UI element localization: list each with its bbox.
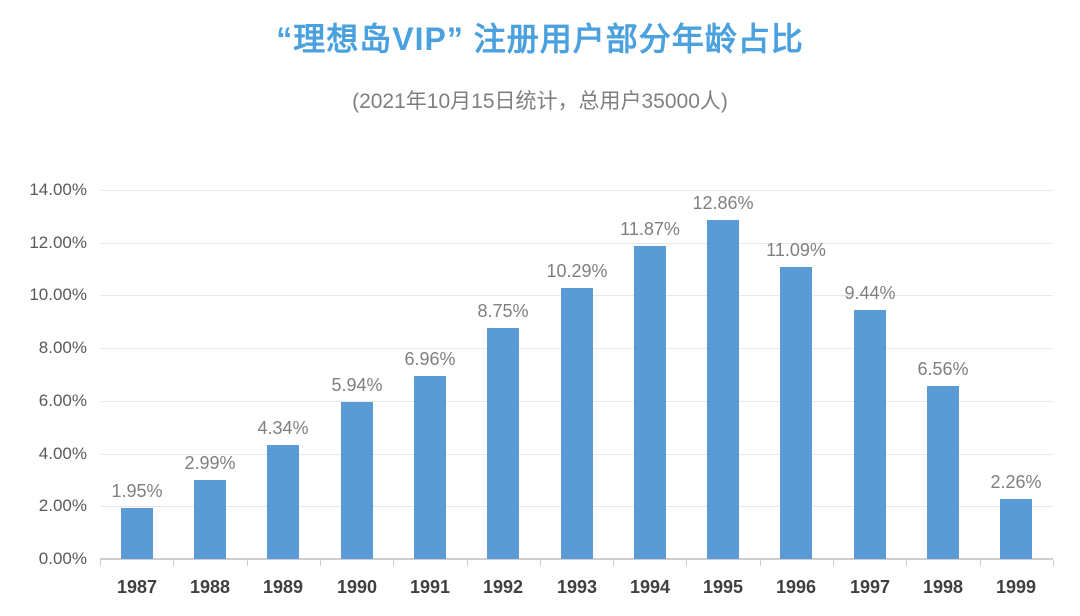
bar-value-label: 10.29% <box>546 261 608 281</box>
x-axis-category-label: 1988 <box>189 577 231 597</box>
y-axis-tick-label: 2.00% <box>38 496 87 515</box>
bar-value-label: 11.87% <box>620 219 680 239</box>
bar-1997 <box>854 310 886 559</box>
bar-1995 <box>707 220 739 559</box>
gridline <box>100 190 1053 191</box>
bar-1994 <box>634 246 666 559</box>
x-axis-tick <box>320 560 321 566</box>
x-axis-tick <box>686 560 687 566</box>
bar-value-label: 9.44% <box>844 283 896 303</box>
x-axis-category-label: 1992 <box>482 577 524 597</box>
bar-value-label: 12.86% <box>692 193 754 213</box>
x-axis-category-label: 1993 <box>556 577 598 597</box>
x-axis-tick <box>467 560 468 566</box>
x-axis-category-label: 1990 <box>336 577 378 597</box>
chart-title: “理想岛VIP” 注册用户部分年龄占比 <box>276 21 804 57</box>
gridline <box>100 243 1053 244</box>
bar-value-label: 2.26% <box>990 472 1042 492</box>
bar-1993 <box>561 288 593 559</box>
bar-1998 <box>927 386 959 559</box>
y-axis-tick-label: 14.00% <box>29 180 87 199</box>
bar-value-label: 6.56% <box>917 359 969 379</box>
x-axis-category-label: 1999 <box>995 577 1037 597</box>
bar-value-label: 2.99% <box>184 453 236 473</box>
x-axis-tick <box>760 560 761 566</box>
x-axis-tick <box>906 560 907 566</box>
bar-1996 <box>780 267 812 559</box>
bar-1991 <box>414 376 446 559</box>
x-axis-tick <box>833 560 834 566</box>
y-axis-tick-label: 10.00% <box>29 285 87 304</box>
bar-value-label: 1.95% <box>111 481 163 501</box>
bar-value-label: 8.75% <box>477 301 529 321</box>
x-axis-tick <box>980 560 981 566</box>
bar-1992 <box>487 328 519 559</box>
x-axis-category-label: 1987 <box>116 577 158 597</box>
x-axis-line <box>100 558 1053 560</box>
bar-value-label: 5.94% <box>331 375 383 395</box>
chart-subtitle: (2021年10月15日统计，总用户35000人) <box>352 90 728 113</box>
bar-1987 <box>121 508 153 559</box>
bar-1999 <box>1000 499 1032 559</box>
y-axis-tick-label: 4.00% <box>38 444 87 463</box>
x-axis-tick <box>247 560 248 566</box>
x-axis-tick <box>173 560 174 566</box>
bar-value-label: 4.34% <box>257 418 309 438</box>
x-axis-category-label: 1991 <box>409 577 451 597</box>
x-axis-tick <box>100 560 101 566</box>
x-axis-category-label: 1998 <box>922 577 964 597</box>
bar-value-label: 6.96% <box>404 349 456 369</box>
x-axis-category-label: 1995 <box>702 577 744 597</box>
x-axis-category-label: 1997 <box>849 577 891 597</box>
x-axis-tick <box>393 560 394 566</box>
x-axis-tick <box>1053 560 1054 566</box>
bar-1989 <box>267 445 299 559</box>
bar-1990 <box>341 402 373 559</box>
y-axis-tick-label: 8.00% <box>38 338 87 357</box>
x-axis-category-label: 1996 <box>775 577 817 597</box>
x-axis-category-label: 1989 <box>262 577 304 597</box>
x-axis-tick <box>613 560 614 566</box>
bar-1988 <box>194 480 226 559</box>
bar-value-label: 11.09% <box>766 240 826 260</box>
y-axis-tick-label: 12.00% <box>29 233 87 252</box>
x-axis-tick <box>540 560 541 566</box>
y-axis-tick-label: 0.00% <box>38 549 87 568</box>
y-axis-tick-label: 6.00% <box>38 391 87 410</box>
x-axis-category-label: 1994 <box>629 577 671 597</box>
